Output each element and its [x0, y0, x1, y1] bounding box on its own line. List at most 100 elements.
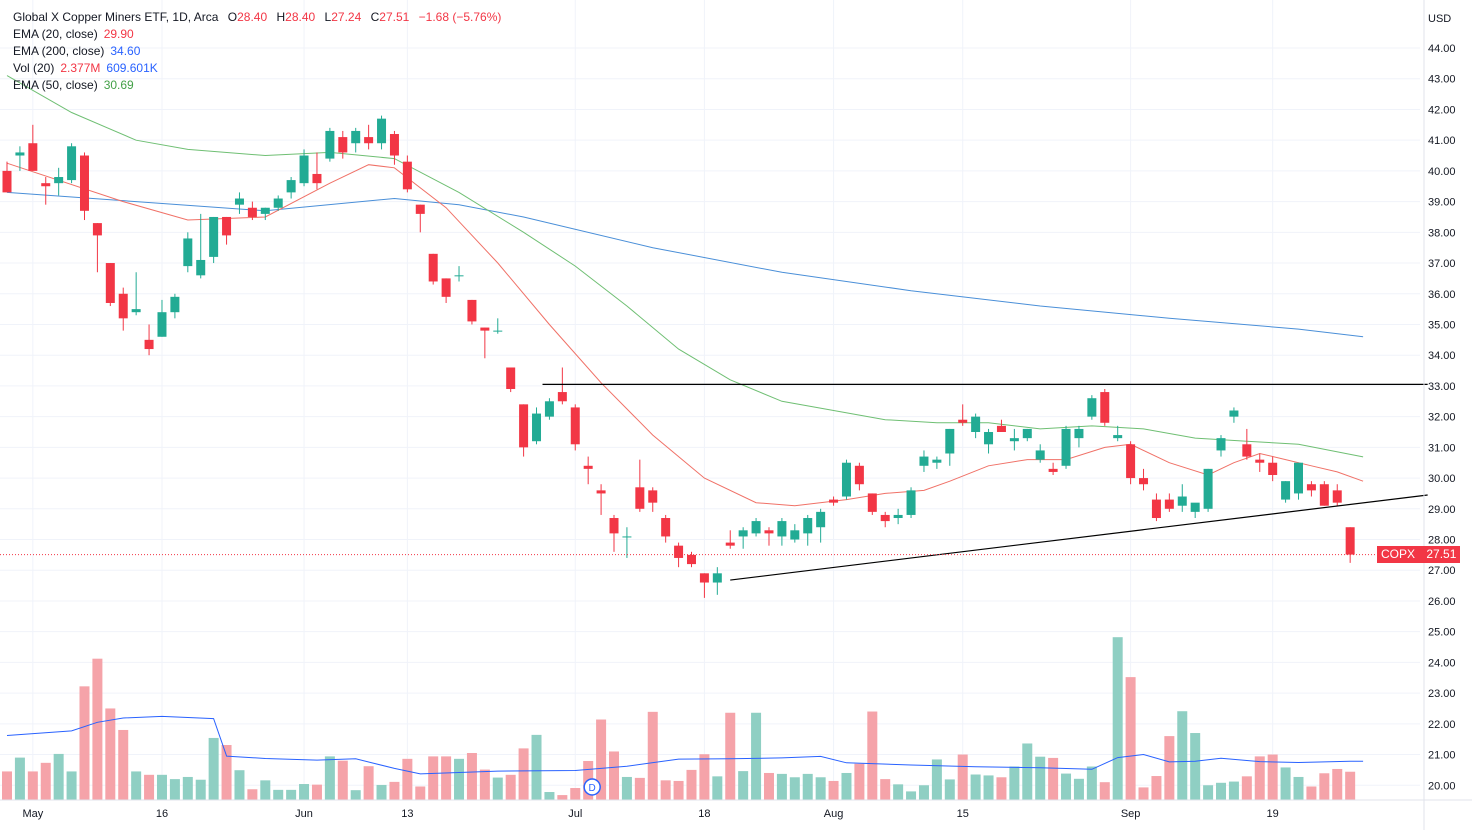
candlesticks [2, 115, 1355, 598]
volume-bar [1203, 785, 1214, 800]
candle-body [364, 137, 374, 144]
candle-body [583, 465, 593, 469]
volume-bar [970, 774, 981, 800]
legend-ema200: EMA (200, close) 34.60 [13, 43, 501, 60]
price-tag-symbol: COPX [1381, 547, 1416, 561]
candle-body [209, 216, 219, 257]
volume-bar [518, 748, 529, 800]
price-axis[interactable]: USD 44.00 43.00 42.00 41.00 40.00 39.00 38.00 37… [1423, 0, 1456, 830]
y-tick-label: 33.00 [1428, 381, 1456, 393]
y-tick-label: 29.00 [1428, 504, 1456, 516]
candle-body [1164, 499, 1174, 509]
volume-bar [596, 719, 607, 800]
volume-bar [1228, 781, 1239, 800]
volume-bar [1099, 782, 1110, 800]
last-price-tag: COPX 27.51 [1377, 546, 1461, 563]
volume-bar [776, 773, 787, 800]
candle-body [803, 518, 813, 534]
volume-bar [867, 711, 878, 800]
candle-body [144, 339, 154, 350]
volume-bar [686, 769, 697, 800]
candle-body [1332, 490, 1342, 503]
volume-bar [557, 795, 568, 800]
legend-volume: Vol (20) 2.377M 609.601K [13, 60, 501, 77]
ema20-line [6, 162, 1364, 507]
ema50-line [6, 75, 1364, 458]
candle-body [1190, 502, 1200, 512]
y-tick-label: 43.00 [1428, 74, 1456, 86]
y-tick-label: 31.00 [1428, 442, 1456, 454]
volume-bar [40, 762, 51, 800]
volume-bar [944, 779, 955, 800]
volume-bar [841, 772, 852, 800]
candle-body [971, 416, 981, 432]
volume-bar [1190, 733, 1201, 800]
volume-bar [221, 745, 232, 800]
y-tick-label: 41.00 [1428, 135, 1456, 147]
candle-body [661, 518, 671, 537]
candle-body [286, 180, 296, 193]
ema200-line [6, 191, 1364, 338]
volume-bar [1061, 773, 1072, 800]
volume-bar [273, 789, 284, 800]
candle-body [54, 177, 64, 184]
volume-bar [1125, 677, 1136, 800]
volume-ma-line [6, 715, 1364, 775]
candle-body [1087, 398, 1097, 417]
candle-body [131, 309, 141, 313]
volume-bar [105, 708, 116, 800]
candle-body [1061, 428, 1071, 466]
volume-bar [1177, 711, 1188, 800]
candle-body [441, 278, 451, 297]
candle-body [1009, 438, 1019, 442]
volume-bar [118, 729, 129, 800]
candle-body [196, 259, 206, 276]
volume-bar [402, 758, 413, 800]
x-tick-label: Jun [295, 808, 313, 820]
volume-bar [893, 784, 904, 800]
y-tick-label: 40.00 [1428, 166, 1456, 178]
volume-bar [660, 780, 671, 800]
volume-bar [1112, 637, 1123, 800]
open-value: 28.40 [237, 10, 268, 24]
volume-bar [337, 760, 348, 800]
candle-body [1306, 484, 1316, 491]
volume-bar [647, 711, 658, 800]
y-tick-label: 37.00 [1428, 258, 1456, 270]
candle-body [1126, 444, 1136, 479]
volume-bar [350, 790, 361, 800]
candle-body [183, 238, 193, 267]
volume-bar [260, 780, 271, 800]
y-tick-label: 20.00 [1428, 780, 1456, 792]
candle-body [234, 198, 244, 205]
candle-body [1100, 392, 1110, 423]
volume-bar [208, 737, 219, 800]
volume-bar [376, 784, 387, 800]
support-trendline [730, 494, 1428, 581]
candle-body [428, 253, 438, 282]
candle-body [712, 573, 722, 583]
candle-body [932, 459, 942, 463]
x-tick-label: 18 [698, 808, 710, 820]
volume-bar [751, 712, 762, 800]
candle-body [816, 511, 826, 528]
high-value: 28.40 [285, 10, 316, 24]
x-tick-label: 15 [957, 808, 969, 820]
candle-body [79, 155, 89, 211]
time-axis[interactable]: May 16 Jun 13 Jul 18 Aug 15 Sep 19 [0, 799, 1472, 820]
ema50-label: EMA (50, close) [13, 78, 98, 92]
y-tick-label: 27.00 [1428, 565, 1456, 577]
candle-body [893, 514, 903, 519]
candle-body [1203, 468, 1213, 509]
volume-bar [492, 777, 503, 800]
candle-body [570, 407, 580, 445]
indicator-lines [6, 75, 1364, 775]
currency-label: USD [1428, 13, 1451, 25]
candle-body [906, 490, 916, 515]
candle-body [544, 401, 554, 417]
volume-bar [1216, 782, 1227, 800]
candle-body [28, 143, 38, 171]
ema200-value: 34.60 [110, 44, 141, 58]
volume-bar [27, 771, 38, 800]
